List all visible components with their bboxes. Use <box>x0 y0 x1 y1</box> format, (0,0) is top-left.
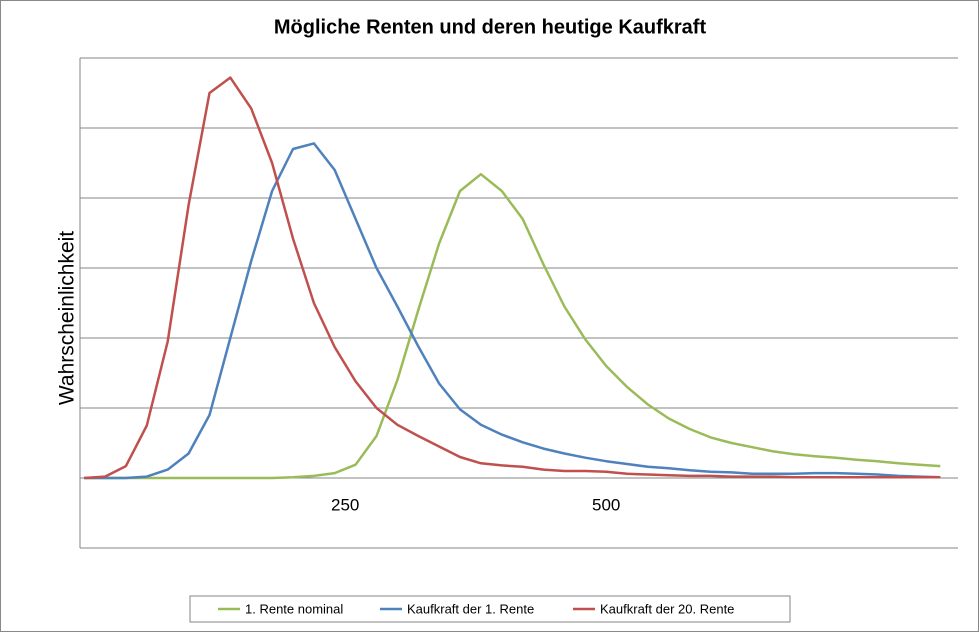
x-tick-label: 250 <box>331 495 359 514</box>
y-axis-label: Wahrscheinlichkeit <box>56 231 79 405</box>
legend-box <box>189 595 791 623</box>
series-line <box>84 142 941 480</box>
series-line <box>84 172 941 480</box>
legend-label: 1. Rente nominal <box>245 601 343 616</box>
x-tick-label: 500 <box>592 495 620 514</box>
chart-title: Mögliche Renten und deren heutige Kaufkr… <box>274 16 707 38</box>
series-line <box>84 76 941 480</box>
legend-label: Kaufkraft der 20. Rente <box>600 601 734 616</box>
legend-label: Kaufkraft der 1. Rente <box>407 601 534 616</box>
